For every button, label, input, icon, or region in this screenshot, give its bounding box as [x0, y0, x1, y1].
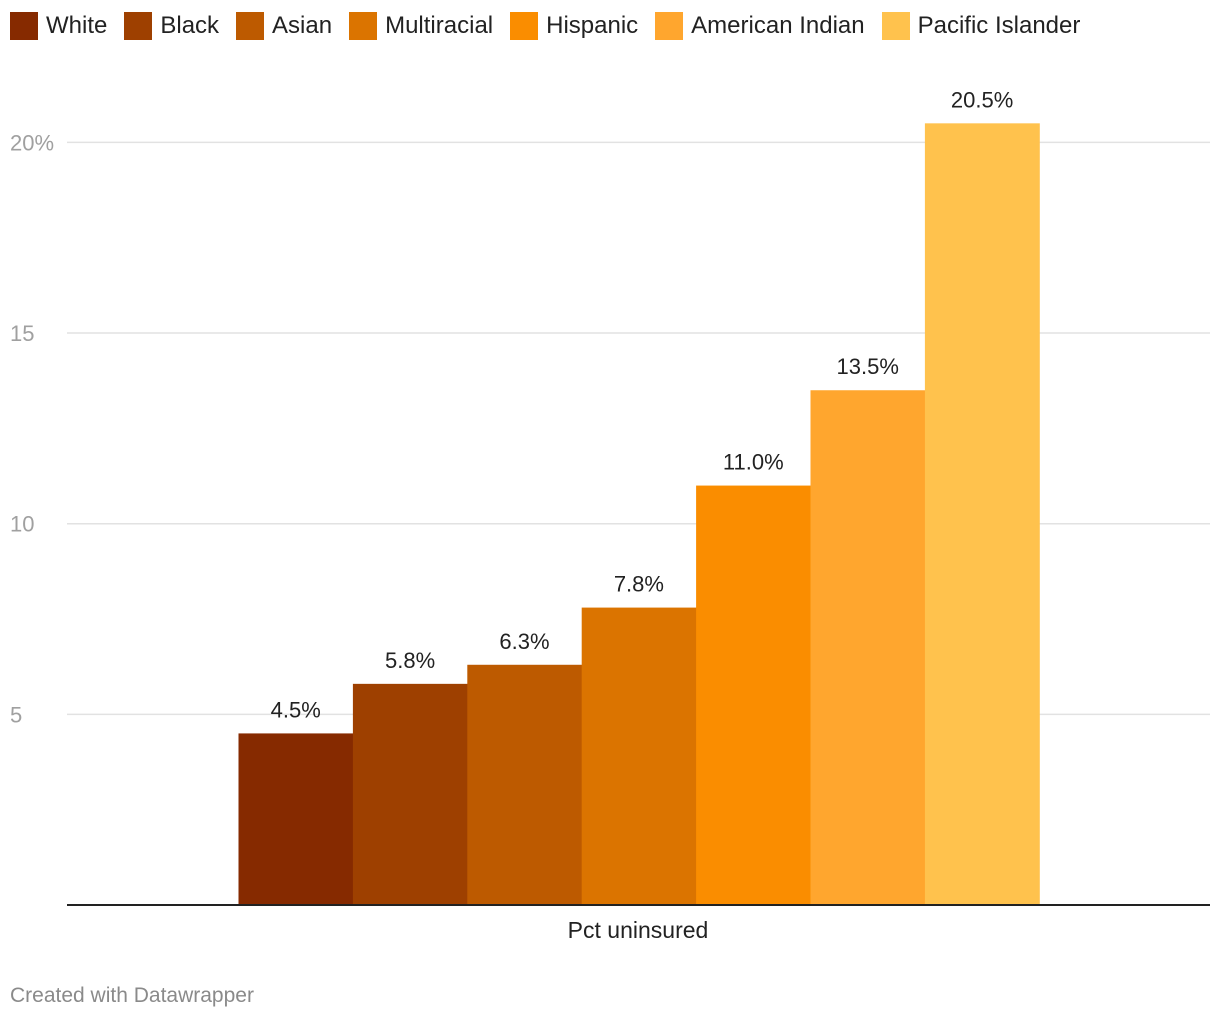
bar — [924, 123, 1040, 905]
legend-label: American Indian — [691, 12, 865, 39]
x-category-label: Pct uninsured — [568, 917, 709, 943]
data-label: 6.3% — [499, 629, 549, 654]
y-tick-label: 20% — [10, 130, 54, 155]
bar — [581, 607, 697, 905]
data-label: 13.5% — [837, 354, 899, 379]
legend-swatch — [510, 12, 539, 40]
bar — [467, 664, 583, 905]
legend-item: Hispanic — [510, 12, 638, 40]
bar-chart: 5 10 15 20% 4.5% 5.8% 6.3% 7.8% 11.0% 13.5% 20.5% P… — [10, 87, 1210, 943]
data-label: 20.5% — [951, 87, 1013, 112]
legend-label: Black — [160, 12, 220, 39]
y-tick-label: 10 — [10, 512, 34, 537]
footer-credit[interactable]: Created with Datawrapper — [10, 984, 254, 1007]
y-tick-label: 15 — [10, 321, 34, 346]
legend-swatch — [881, 12, 910, 40]
legend-swatch — [124, 12, 153, 40]
bar — [238, 733, 354, 905]
legend-label: White — [46, 12, 108, 39]
data-label: 4.5% — [271, 697, 321, 722]
legend-swatch — [349, 12, 378, 40]
data-label: 11.0% — [723, 450, 784, 475]
legend-swatch — [10, 12, 38, 40]
y-tick-label: 5 — [10, 702, 22, 727]
legend-swatch — [236, 12, 265, 40]
data-label: 7.8% — [614, 572, 664, 597]
legend-item: American Indian — [655, 12, 865, 40]
bar — [696, 485, 811, 905]
bar — [810, 390, 926, 905]
legend-label: Pacific Islander — [917, 12, 1081, 39]
legend-swatch — [655, 12, 684, 40]
legend-item: Pacific Islander — [881, 12, 1081, 40]
legend-item: Black — [124, 12, 219, 40]
legend-label: Asian — [272, 12, 333, 39]
bar — [352, 683, 468, 905]
data-label: 5.8% — [385, 648, 435, 673]
legend: White Black Asian Multiracial Hispanic Americ… — [10, 10, 1097, 42]
legend-label: Multiracial — [385, 12, 494, 39]
legend-label: Hispanic — [546, 12, 639, 39]
legend-item: Asian — [236, 12, 332, 40]
legend-item: Multiracial — [349, 12, 493, 40]
legend-item: White — [10, 12, 107, 40]
